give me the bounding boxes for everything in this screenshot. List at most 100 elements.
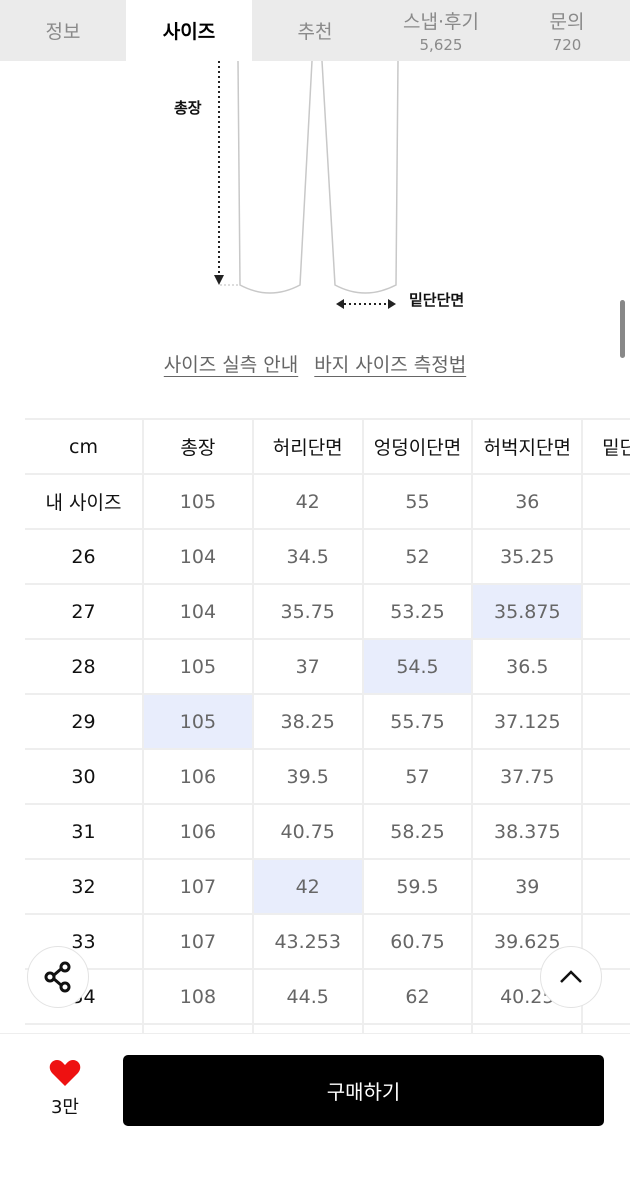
column-header: 허벅지단면 bbox=[471, 418, 584, 475]
row-header: 32 bbox=[25, 858, 144, 915]
pants-outline bbox=[214, 60, 399, 309]
table-cell: 104 bbox=[142, 528, 254, 585]
table-cell: 55.75 bbox=[361, 693, 474, 750]
buy-button[interactable]: 구매하기 bbox=[123, 1055, 604, 1126]
tab-label: 사이즈 bbox=[162, 21, 216, 43]
tab-recommend[interactable]: 추천 bbox=[252, 0, 378, 61]
chevron-up-icon bbox=[560, 970, 582, 983]
table-cell: 60.75 bbox=[361, 913, 474, 970]
table-cell: 34.5 bbox=[251, 528, 364, 585]
column-header: 허리단면 bbox=[251, 418, 364, 475]
table-cell: 37.125 bbox=[471, 693, 584, 750]
table-cell: 59.5 bbox=[361, 858, 474, 915]
scroll-top-button[interactable] bbox=[540, 946, 602, 1008]
table-header-row: cm총장허리단면엉덩이단면허벅지단면밑단단면 bbox=[25, 418, 630, 475]
row-header: 내 사이즈 bbox=[25, 473, 144, 530]
table-cell: 38.375 bbox=[471, 803, 584, 860]
column-header: 총장 bbox=[142, 418, 254, 475]
table-cell: 107 bbox=[142, 913, 254, 970]
table-cell: 3 bbox=[581, 858, 630, 915]
table-cell: 3 bbox=[581, 638, 630, 695]
table-cell: 3 bbox=[581, 528, 630, 585]
measure-guide-link[interactable]: 바지 사이즈 측정법 bbox=[314, 354, 467, 376]
row-header: 30 bbox=[25, 748, 144, 805]
bottom-bar: 3만 구매하기 bbox=[0, 1033, 630, 1200]
table-cell: 53.25 bbox=[361, 583, 474, 640]
share-icon bbox=[44, 961, 71, 993]
table-cell: 36.5 bbox=[471, 638, 584, 695]
table-cell: 36 bbox=[471, 473, 584, 530]
table-cell: 40.75 bbox=[251, 803, 364, 860]
table-cell: 105 bbox=[142, 473, 254, 530]
like-count: 3만 bbox=[50, 1097, 79, 1118]
table-cell: 42 bbox=[251, 858, 364, 915]
table-cell: 54.5 bbox=[361, 638, 474, 695]
tab-reviews[interactable]: 스냅·후기 5,625 bbox=[378, 0, 504, 61]
table-cell: 35.75 bbox=[251, 583, 364, 640]
row-header: 28 bbox=[25, 638, 144, 695]
table-cell bbox=[251, 1023, 364, 1033]
table-cell: 58.25 bbox=[361, 803, 474, 860]
table-cell: 3 bbox=[581, 693, 630, 750]
row-header: 26 bbox=[25, 528, 144, 585]
table-cell: 57 bbox=[361, 748, 474, 805]
pants-diagram: 총장 밑단단면 bbox=[0, 60, 630, 331]
row-header: 31 bbox=[25, 803, 144, 860]
tab-inquiry[interactable]: 문의 720 bbox=[504, 0, 630, 61]
table-cell: 3 bbox=[581, 473, 630, 530]
tab-label: 문의 bbox=[549, 11, 585, 33]
column-header: 엉덩이단면 bbox=[361, 418, 474, 475]
table-cell: 35.875 bbox=[471, 583, 584, 640]
size-table: cm총장허리단면엉덩이단면허벅지단면밑단단면내 사이즈1054255363261… bbox=[25, 418, 630, 1033]
table-cell: 38.25 bbox=[251, 693, 364, 750]
table-cell bbox=[361, 1023, 474, 1033]
table-cell: 3 bbox=[581, 803, 630, 860]
tab-label: 추천 bbox=[297, 21, 333, 43]
table-cell: 39 bbox=[471, 858, 584, 915]
like-button[interactable]: 3만 bbox=[30, 1059, 100, 1119]
table-cell: 108 bbox=[142, 968, 254, 1025]
row-header bbox=[25, 1023, 144, 1033]
table-cell: 44.5 bbox=[251, 968, 364, 1025]
hem-label: 밑단단면 bbox=[409, 291, 465, 309]
table-cell: 62 bbox=[361, 968, 474, 1025]
table-cell: 43.253 bbox=[251, 913, 364, 970]
tab-label: 정보 bbox=[45, 21, 81, 43]
share-button[interactable] bbox=[27, 946, 89, 1008]
scrollbar[interactable] bbox=[620, 300, 625, 358]
table-cell: 105 bbox=[142, 693, 254, 750]
table-cell bbox=[142, 1023, 254, 1033]
table-cell: 106 bbox=[142, 748, 254, 805]
table-cell: 106 bbox=[142, 803, 254, 860]
table-cell: 42 bbox=[251, 473, 364, 530]
tab-label: 스냅·후기 bbox=[403, 11, 479, 33]
table-cell: 52 bbox=[361, 528, 474, 585]
size-guide-link[interactable]: 사이즈 실측 안내 bbox=[163, 354, 299, 376]
tab-bar: 정보 사이즈 추천 스냅·후기 5,625 문의 720 bbox=[0, 0, 630, 61]
length-label: 총장 bbox=[174, 99, 202, 117]
table-cell bbox=[471, 1023, 584, 1033]
tab-size[interactable]: 사이즈 bbox=[126, 0, 252, 61]
row-header: 29 bbox=[25, 693, 144, 750]
table-cell: 37.75 bbox=[471, 748, 584, 805]
table-row bbox=[25, 1023, 630, 1033]
size-links: 사이즈 실측 안내 바지 사이즈 측정법 bbox=[0, 350, 630, 377]
heart-icon bbox=[49, 1060, 81, 1086]
row-header: 27 bbox=[25, 583, 144, 640]
table-cell: 3 bbox=[581, 583, 630, 640]
table-cell: 105 bbox=[142, 638, 254, 695]
column-header: cm bbox=[25, 418, 144, 475]
column-header: 밑단단면 bbox=[581, 418, 630, 475]
table-cell: 37 bbox=[251, 638, 364, 695]
tab-info[interactable]: 정보 bbox=[0, 0, 126, 61]
tab-count: 720 bbox=[552, 36, 582, 54]
